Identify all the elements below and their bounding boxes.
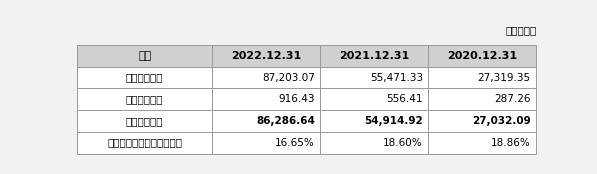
Text: 2021.12.31: 2021.12.31 (339, 51, 410, 61)
Bar (429, 45, 536, 67)
Bar (321, 88, 429, 110)
Bar (213, 110, 321, 132)
Text: 18.86%: 18.86% (491, 138, 531, 148)
Text: 556.41: 556.41 (386, 94, 423, 104)
Bar (429, 67, 536, 88)
Text: 应收账款净值: 应收账款净值 (126, 116, 164, 126)
Bar (77, 88, 213, 110)
Bar (77, 132, 213, 153)
Bar (321, 45, 429, 67)
Bar (213, 88, 321, 110)
Text: 87,203.07: 87,203.07 (262, 73, 315, 82)
Bar (321, 67, 429, 88)
Bar (213, 67, 321, 88)
Text: 应收账款占营业收入的比例: 应收账款占营业收入的比例 (107, 138, 182, 148)
Text: 27,032.09: 27,032.09 (472, 116, 531, 126)
Text: 55,471.33: 55,471.33 (370, 73, 423, 82)
Bar (213, 132, 321, 153)
Text: 单位：万元: 单位：万元 (505, 25, 536, 35)
Bar (429, 88, 536, 110)
Bar (77, 67, 213, 88)
Bar (213, 45, 321, 67)
Bar (77, 45, 213, 67)
Text: 54,914.92: 54,914.92 (364, 116, 423, 126)
Bar (77, 110, 213, 132)
Text: 86,286.64: 86,286.64 (256, 116, 315, 126)
Text: 2022.12.31: 2022.12.31 (231, 51, 301, 61)
Text: 27,319.35: 27,319.35 (478, 73, 531, 82)
Bar (429, 110, 536, 132)
Bar (321, 132, 429, 153)
Bar (429, 132, 536, 153)
Text: 减：坏账准备: 减：坏账准备 (126, 94, 164, 104)
Text: 916.43: 916.43 (278, 94, 315, 104)
Text: 项目: 项目 (138, 51, 151, 61)
Bar (321, 110, 429, 132)
Text: 2020.12.31: 2020.12.31 (447, 51, 518, 61)
Text: 16.65%: 16.65% (275, 138, 315, 148)
Text: 应收账款余额: 应收账款余额 (126, 73, 164, 82)
Text: 287.26: 287.26 (494, 94, 531, 104)
Text: 18.60%: 18.60% (383, 138, 423, 148)
